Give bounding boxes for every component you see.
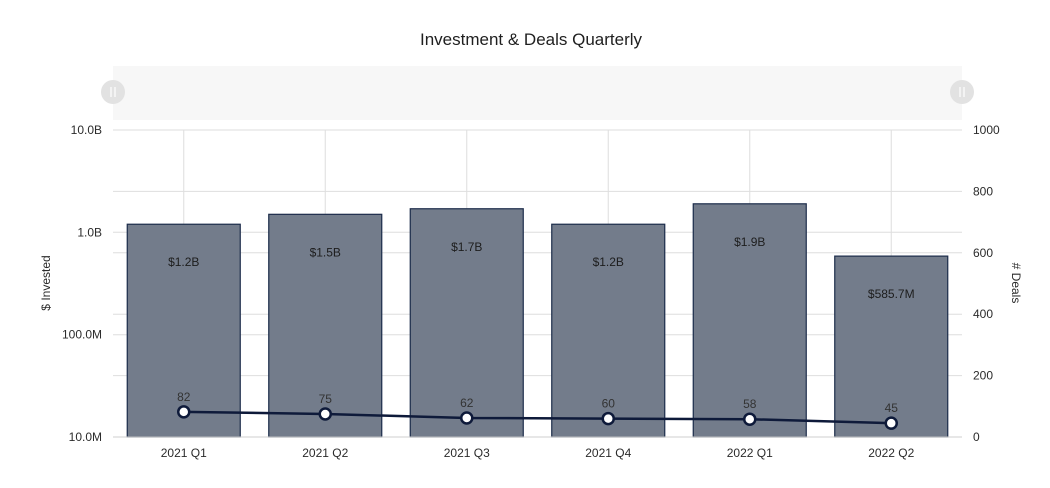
- deals-point: [601, 411, 615, 426]
- left-tick-label: 10.0M: [69, 430, 102, 444]
- range-handle-right[interactable]: [950, 80, 974, 104]
- deals-point: [460, 411, 474, 425]
- deals-point: [318, 407, 332, 421]
- bar-2022-q2: [834, 255, 949, 438]
- bar-2022-q1: [692, 203, 807, 438]
- right-tick-label: 200: [973, 369, 993, 383]
- range-handle-left[interactable]: [101, 80, 125, 104]
- right-tick-label: 800: [973, 184, 993, 198]
- deals-data-label: 62: [460, 396, 474, 410]
- deals-point: [884, 416, 898, 430]
- bar-2021-q4: [551, 223, 666, 438]
- deals-point: [743, 412, 757, 426]
- deals-line-series: 82 75 62 60 58 45: [177, 390, 899, 430]
- bar-data-label: $1.9B: [734, 235, 765, 249]
- left-tick-label: 10.0B: [71, 123, 102, 137]
- right-axis-title: # Deals: [1009, 263, 1023, 304]
- right-y-axis: 0 200 400 600 800 1000: [973, 123, 1000, 444]
- bar-data-label: $585.7M: [868, 287, 915, 301]
- x-tick-label: 2021 Q3: [444, 446, 490, 460]
- right-tick-label: 0: [973, 430, 980, 444]
- deals-line: [183, 410, 892, 425]
- left-tick-label: 1.0B: [77, 225, 102, 239]
- deals-data-label: 75: [319, 392, 333, 406]
- x-tick-label: 2021 Q2: [302, 446, 348, 460]
- bar-2021-q1: [126, 223, 241, 438]
- range-navigator[interactable]: [101, 66, 974, 120]
- range-navigator-track[interactable]: [113, 66, 962, 120]
- left-axis-title: $ Invested: [39, 255, 53, 310]
- x-tick-label: 2022 Q1: [727, 446, 773, 460]
- x-tick-label: 2021 Q1: [161, 446, 207, 460]
- x-tick-label: 2022 Q2: [868, 446, 914, 460]
- left-y-axis: 10.0M 100.0M 1.0B 10.0B: [62, 123, 102, 444]
- bar-data-label: $1.2B: [593, 255, 624, 269]
- deals-data-label: 58: [743, 397, 757, 411]
- left-tick-label: 100.0M: [62, 328, 102, 342]
- bar-data-label: $1.5B: [310, 245, 341, 259]
- bar-series: $1.2B $1.5B $1.7B $1.2B $1.9B $585.7M: [126, 203, 949, 438]
- deals-data-label: 82: [177, 390, 191, 404]
- deals-data-label: 45: [885, 401, 899, 415]
- bar-2021-q2: [268, 213, 383, 438]
- right-tick-label: 400: [973, 307, 993, 321]
- chart-title: Investment & Deals Quarterly: [420, 30, 643, 49]
- right-tick-label: 600: [973, 246, 993, 260]
- bar-2021-q3: [409, 208, 524, 438]
- deals-data-label: 60: [602, 397, 616, 411]
- bar-data-label: $1.7B: [451, 240, 482, 254]
- deals-point: [177, 405, 191, 419]
- x-tick-label: 2021 Q4: [585, 446, 631, 460]
- right-tick-label: 1000: [973, 123, 1000, 137]
- x-axis: 2021 Q1 2021 Q2 2021 Q3 2021 Q4 2022 Q1 2022 …: [113, 436, 962, 460]
- bar-data-label: $1.2B: [168, 255, 199, 269]
